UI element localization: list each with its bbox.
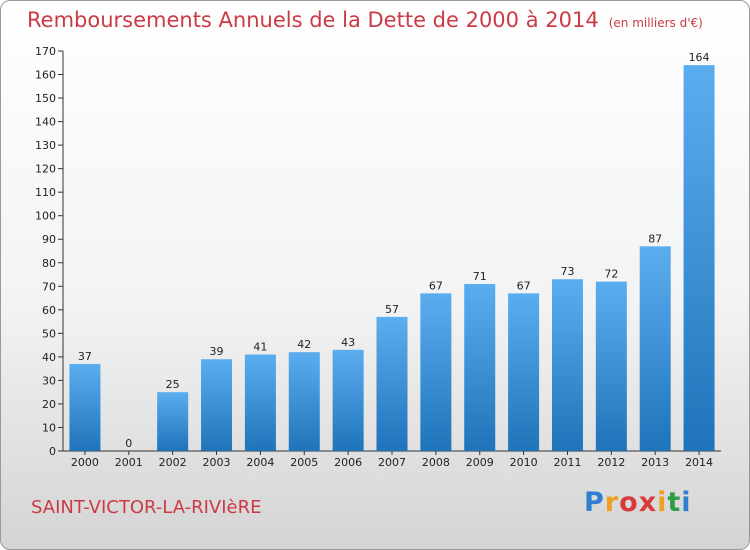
x-tick-label: 2006 xyxy=(334,456,362,469)
bar xyxy=(683,65,715,451)
proxiti-logo: Proxiti xyxy=(584,487,692,518)
x-tick-label: 2011 xyxy=(553,456,581,469)
bar xyxy=(551,279,583,451)
y-tick-label: 100 xyxy=(35,210,56,223)
bar xyxy=(508,293,540,451)
y-tick-label: 110 xyxy=(35,186,56,199)
x-tick-label: 2001 xyxy=(115,456,143,469)
data-label: 87 xyxy=(648,232,662,245)
logo-letter: t xyxy=(667,487,682,518)
data-label: 164 xyxy=(689,51,710,64)
data-label: 41 xyxy=(253,341,267,354)
data-label: 37 xyxy=(78,350,92,363)
data-label: 0 xyxy=(125,437,132,450)
logo-letter: P xyxy=(584,487,605,518)
x-tick-label: 2013 xyxy=(641,456,669,469)
bar xyxy=(244,354,276,451)
data-label: 67 xyxy=(429,279,443,292)
chart-title: Remboursements Annuels de la Dette de 20… xyxy=(27,8,703,32)
data-label: 43 xyxy=(341,336,355,349)
y-tick-label: 130 xyxy=(35,139,56,152)
logo-letter: o xyxy=(619,487,639,518)
x-tick-label: 2014 xyxy=(685,456,713,469)
y-tick-label: 40 xyxy=(42,351,56,364)
data-label: 25 xyxy=(166,378,180,391)
x-tick-label: 2005 xyxy=(290,456,318,469)
y-tick-label: 60 xyxy=(42,304,56,317)
x-tick-label: 2002 xyxy=(159,456,187,469)
logo-letter: x xyxy=(638,487,658,518)
bar xyxy=(69,363,101,451)
y-tick-label: 120 xyxy=(35,163,56,176)
bar xyxy=(464,283,496,451)
y-tick-label: 140 xyxy=(35,116,56,129)
data-label: 72 xyxy=(604,268,618,281)
bar xyxy=(332,349,364,451)
bar xyxy=(201,359,233,451)
x-tick-label: 2008 xyxy=(422,456,450,469)
y-tick-label: 80 xyxy=(42,257,56,270)
y-tick-label: 90 xyxy=(42,233,56,246)
y-tick-label: 160 xyxy=(35,69,56,82)
y-tick-label: 50 xyxy=(42,327,56,340)
logo-letter: i xyxy=(657,487,668,518)
y-tick-label: 10 xyxy=(42,421,56,434)
y-tick-label: 150 xyxy=(35,92,56,105)
y-tick-label: 70 xyxy=(42,280,56,293)
y-tick-label: 170 xyxy=(35,45,56,58)
data-label: 42 xyxy=(297,338,311,351)
bar xyxy=(420,293,452,451)
x-tick-label: 2000 xyxy=(71,456,99,469)
data-label: 57 xyxy=(385,303,399,316)
x-tick-label: 2009 xyxy=(466,456,494,469)
bar xyxy=(157,392,189,451)
y-tick-label: 0 xyxy=(49,445,56,458)
bar xyxy=(595,281,627,451)
x-tick-label: 2007 xyxy=(378,456,406,469)
x-tick-label: 2010 xyxy=(510,456,538,469)
x-tick-label: 2012 xyxy=(597,456,625,469)
bar xyxy=(639,246,671,451)
data-label: 67 xyxy=(517,279,531,292)
city-name: SAINT-VICTOR-LA-RIVIèRE xyxy=(31,497,262,518)
x-tick-label: 2003 xyxy=(203,456,231,469)
x-tick-label: 2004 xyxy=(246,456,274,469)
y-tick-label: 20 xyxy=(42,398,56,411)
data-label: 71 xyxy=(473,270,487,283)
y-tick-label: 30 xyxy=(42,374,56,387)
data-label: 73 xyxy=(560,265,574,278)
chart-unit: (en milliers d'€) xyxy=(608,16,703,30)
logo-letter: r xyxy=(604,487,620,518)
bar xyxy=(376,316,408,451)
data-label: 39 xyxy=(210,345,224,358)
bar xyxy=(288,352,320,451)
chart-title-text: Remboursements Annuels de la Dette de 20… xyxy=(27,8,599,32)
logo-letter: i xyxy=(681,487,692,518)
